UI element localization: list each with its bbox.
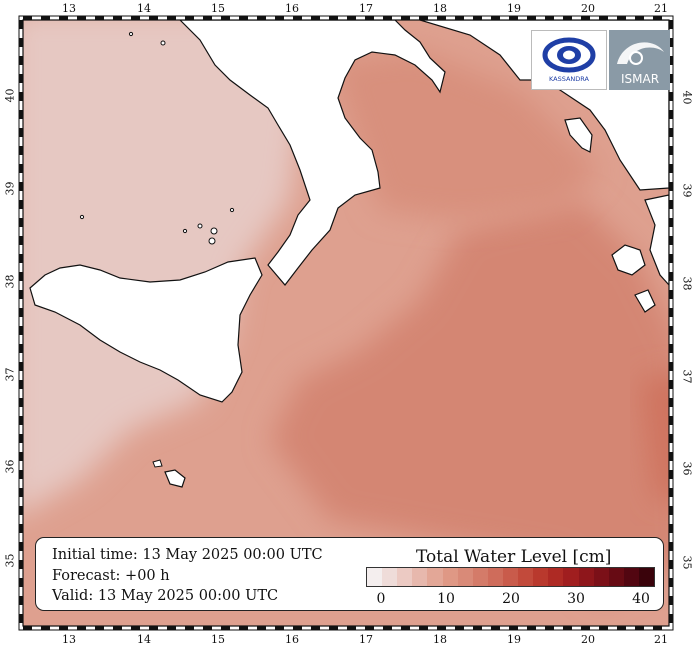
aeolian-island [229, 207, 235, 213]
ionian-island [611, 244, 646, 276]
lon-label: 16 [285, 633, 299, 646]
capri-island [128, 31, 134, 37]
colorbar-cell [367, 568, 383, 586]
lon-label: 16 [285, 2, 299, 15]
colorbar [366, 567, 655, 587]
lon-label: 20 [581, 2, 595, 15]
ischia-island [160, 40, 166, 46]
colorbar-cell [472, 568, 488, 586]
colorbar-cell [623, 568, 639, 586]
colorbar-cell [593, 568, 609, 586]
colorbar-cell [397, 568, 413, 586]
malta-island [164, 469, 186, 488]
gozo-island [152, 459, 163, 468]
aeolian-island [197, 223, 203, 229]
sicily-land [29, 257, 263, 403]
valid-time-text: Valid: 13 May 2025 00:00 UTC [52, 588, 279, 604]
adriatic-high [330, 50, 600, 220]
lon-label: 18 [433, 633, 447, 646]
lat-label: 38 [680, 276, 694, 291]
kassandra-logo: KASSANDRA [531, 30, 607, 90]
aeolian-island [210, 227, 218, 235]
ismar-logo: ISMAR [609, 30, 670, 90]
colorbar-cell [442, 568, 458, 586]
aeolian-island [208, 237, 216, 245]
forecast-text: Forecast: +00 h [52, 568, 170, 584]
lon-label: 15 [211, 2, 225, 15]
lon-label: 17 [359, 2, 373, 15]
colorbar-cell [533, 568, 549, 586]
lat-label: 37 [680, 369, 694, 384]
colorbar-cell [518, 568, 534, 586]
info-legend-box: Initial time: 13 May 2025 00:00 UTC Fore… [35, 537, 664, 611]
lon-label: 21 [654, 2, 668, 15]
colorbar-cell [457, 568, 473, 586]
colorbar-cell [563, 568, 579, 586]
colorbar-cell [578, 568, 594, 586]
lat-label: 37 [3, 367, 17, 382]
italy-land [179, 20, 446, 286]
colorbar-cell [502, 568, 519, 586]
colorbar-cell [427, 568, 443, 586]
lon-label: 17 [359, 633, 373, 646]
colorbar-tick-label: 30 [567, 591, 585, 607]
colorbar-cell [487, 568, 503, 586]
greece-land [644, 194, 669, 286]
colorbar-tick-label: 0 [376, 591, 386, 607]
lat-label: 36 [3, 459, 17, 474]
lat-label: 38 [3, 274, 17, 289]
colorbar-tick-label: 10 [437, 591, 455, 607]
colorbar-cell [382, 568, 398, 586]
map-border-outer [18, 15, 674, 631]
lon-label: 18 [433, 2, 447, 15]
corfu-island [564, 117, 593, 153]
initial-time-text: Initial time: 13 May 2025 00:00 UTC [52, 547, 323, 563]
colorbar-cell [412, 568, 428, 586]
lat-label: 39 [3, 181, 17, 196]
tyrrhenian-sea-low [23, 20, 337, 513]
zakynthos-island [634, 289, 656, 313]
colorbar-cell [548, 568, 564, 586]
lon-label: 13 [62, 633, 76, 646]
lon-label: 14 [137, 633, 151, 646]
lat-label: 40 [680, 90, 694, 105]
colorbar-tick-label: 40 [632, 591, 650, 607]
lat-label: 39 [680, 183, 694, 198]
ismar-logo-text: ISMAR [621, 72, 659, 86]
lon-label: 19 [507, 2, 521, 15]
colorbar-cell [608, 568, 624, 586]
aeolian-island [182, 228, 188, 234]
colorbar-cell [638, 568, 655, 586]
kassandra-logo-text: KASSANDRA [549, 75, 590, 83]
lat-label: 36 [680, 461, 694, 476]
legend-title: Total Water Level [cm] [416, 547, 612, 567]
lon-label: 14 [137, 2, 151, 15]
colorbar-tick-label: 20 [502, 591, 520, 607]
map-border-inner [22, 19, 670, 627]
lat-label: 35 [3, 553, 17, 568]
lon-label: 19 [507, 633, 521, 646]
ustica-island [79, 214, 85, 220]
ismar-wave-icon: ISMAR [617, 42, 664, 86]
lon-label: 13 [62, 2, 76, 15]
lat-label: 40 [3, 88, 17, 103]
kassandra-eye-icon: KASSANDRA [542, 37, 596, 83]
east-max [640, 374, 669, 500]
lon-label: 21 [654, 633, 668, 646]
ionian-sea-high [270, 200, 669, 600]
lon-label: 15 [211, 633, 225, 646]
lon-label: 20 [581, 633, 595, 646]
lat-label: 35 [680, 555, 694, 570]
